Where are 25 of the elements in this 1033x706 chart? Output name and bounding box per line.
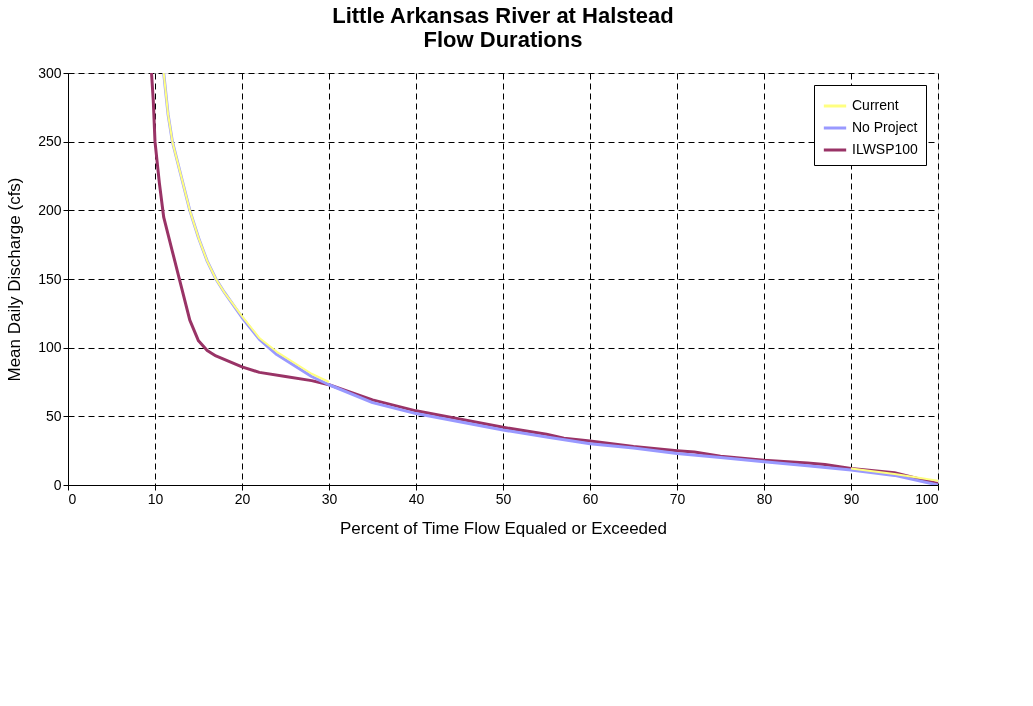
x-tick-label: 100 (915, 490, 939, 507)
y-tick-label: 300 (38, 64, 62, 81)
y-tick-label: 250 (38, 133, 62, 150)
x-axis-title: Percent of Time Flow Equaled or Exceeded (340, 518, 667, 538)
y-tick-label: 200 (38, 201, 62, 218)
text: Little Arkansas River at Halstead (332, 3, 674, 28)
x-tick-label: 80 (756, 490, 773, 507)
x-tick-label: 90 (843, 490, 860, 507)
legend-label: No Project (852, 119, 918, 135)
text: Flow Durations (423, 27, 583, 52)
x-tick-label: 10 (147, 490, 164, 507)
y-tick-label: 50 (45, 407, 62, 424)
x-tick-label: 30 (321, 490, 338, 507)
x-tick-label: 40 (408, 490, 425, 507)
x-tick-label: 60 (582, 490, 599, 507)
legend-label: ILWSP100 (852, 141, 919, 157)
y-tick-label: 150 (38, 270, 62, 287)
x-tick-label: 50 (495, 490, 512, 507)
x-tick-label: 70 (669, 490, 686, 507)
y-tick-label: 0 (53, 476, 62, 493)
legend-label: Current (852, 97, 899, 113)
x-tick-label: 20 (234, 490, 251, 507)
y-axis-title: Mean Daily Discharge (cfs) (5, 177, 25, 382)
x-tick-label: 0 (68, 490, 77, 507)
y-tick-label: 100 (38, 339, 62, 356)
